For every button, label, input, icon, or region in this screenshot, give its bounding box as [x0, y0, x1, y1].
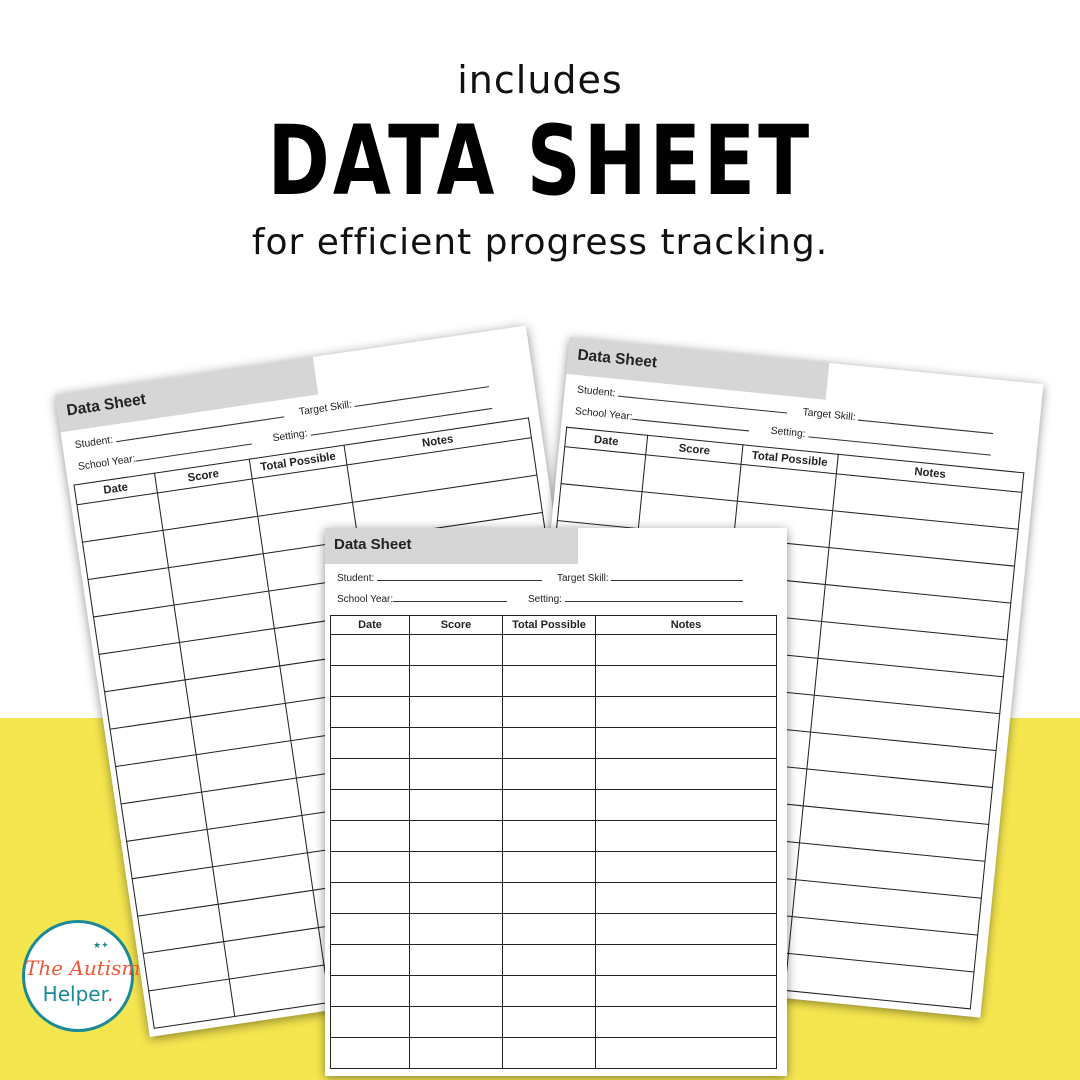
table-row: [330, 634, 777, 666]
table-cell[interactable]: [409, 1006, 503, 1038]
table-row: [330, 758, 777, 790]
table-cell[interactable]: [502, 1006, 596, 1038]
table-cell[interactable]: [409, 758, 503, 790]
table-cell[interactable]: [330, 1037, 410, 1069]
table-row: [330, 882, 777, 914]
table-row: [330, 913, 777, 945]
column-header-date: Date: [330, 615, 410, 635]
table-row: [330, 820, 777, 852]
table-cell[interactable]: [502, 696, 596, 728]
table-cell[interactable]: [502, 665, 596, 697]
table-cell[interactable]: [595, 789, 777, 821]
table-row: [330, 727, 777, 759]
stars-icon: ★✦: [93, 941, 109, 951]
table-row: [330, 1006, 777, 1038]
table-cell[interactable]: [330, 727, 410, 759]
sheet-title: Data Sheet: [334, 536, 412, 553]
table-cell[interactable]: [409, 665, 503, 697]
table-cell[interactable]: [595, 913, 777, 945]
table-cell[interactable]: [595, 634, 777, 666]
table-cell[interactable]: [330, 851, 410, 883]
logo-line1: The Autism: [25, 956, 141, 980]
table-cell[interactable]: [595, 727, 777, 759]
table-row: [330, 665, 777, 697]
headline-subtitle: for efficient progress tracking.: [251, 222, 829, 263]
sheet-title-bar: [325, 528, 578, 564]
table-cell[interactable]: [595, 1037, 777, 1069]
table-cell[interactable]: [502, 634, 596, 666]
data-table: Date Score Total Possible Notes: [330, 615, 777, 1069]
table-cell[interactable]: [330, 975, 410, 1007]
student-field: Student:: [337, 571, 543, 584]
table-cell[interactable]: [330, 944, 410, 976]
setting-field: Setting:: [528, 592, 743, 605]
table-cell[interactable]: [502, 944, 596, 976]
table-cell[interactable]: [595, 944, 777, 976]
table-cell[interactable]: [330, 634, 410, 666]
table-cell[interactable]: [502, 975, 596, 1007]
data-sheet-front: Data Sheet Student: Target Skill: School…: [325, 528, 787, 1076]
the-autism-helper-logo: ★✦ The Autism Helper.: [22, 920, 141, 1032]
table-cell[interactable]: [409, 851, 503, 883]
table-cell[interactable]: [330, 882, 410, 914]
table-cell[interactable]: [409, 1037, 503, 1069]
table-cell[interactable]: [595, 758, 777, 790]
headline-title: DATA SHEET: [267, 105, 813, 217]
column-header-total-possible: Total Possible: [502, 615, 596, 635]
table-cell[interactable]: [409, 820, 503, 852]
table-cell[interactable]: [502, 1037, 596, 1069]
table-cell[interactable]: [409, 975, 503, 1007]
table-cell[interactable]: [502, 820, 596, 852]
table-cell[interactable]: [502, 758, 596, 790]
table-cell[interactable]: [409, 696, 503, 728]
table-row: [330, 696, 777, 728]
table-cell[interactable]: [502, 789, 596, 821]
table-cell[interactable]: [330, 665, 410, 697]
table-cell[interactable]: [330, 758, 410, 790]
table-cell[interactable]: [330, 789, 410, 821]
table-cell[interactable]: [595, 851, 777, 883]
table-cell[interactable]: [409, 789, 503, 821]
column-header-notes: Notes: [595, 615, 777, 635]
column-header-score: Score: [409, 615, 503, 635]
table-cell[interactable]: [502, 882, 596, 914]
headline-includes: includes: [457, 58, 623, 102]
table-cell[interactable]: [409, 882, 503, 914]
table-row: [330, 789, 777, 821]
table-cell[interactable]: [330, 1006, 410, 1038]
table-cell[interactable]: [502, 913, 596, 945]
table-cell[interactable]: [330, 820, 410, 852]
target-skill-field: Target Skill:: [557, 571, 744, 584]
table-cell[interactable]: [330, 696, 410, 728]
school-year-field: School Year:: [337, 592, 508, 605]
table-cell[interactable]: [595, 1006, 777, 1038]
table-cell[interactable]: [595, 696, 777, 728]
table-cell[interactable]: [409, 634, 503, 666]
table-row: [330, 1037, 777, 1069]
table-cell[interactable]: [595, 665, 777, 697]
table-cell[interactable]: [409, 944, 503, 976]
table-row: [330, 944, 777, 976]
table-row: [330, 975, 777, 1007]
table-cell[interactable]: [409, 913, 503, 945]
table-cell[interactable]: [595, 975, 777, 1007]
table-cell[interactable]: [595, 820, 777, 852]
table-cell[interactable]: [409, 727, 503, 759]
table-cell[interactable]: [502, 727, 596, 759]
table-cell[interactable]: [330, 913, 410, 945]
logo-line2: Helper.: [42, 982, 114, 1006]
table-cell[interactable]: [595, 882, 777, 914]
table-cell[interactable]: [502, 851, 596, 883]
table-row: [330, 851, 777, 883]
